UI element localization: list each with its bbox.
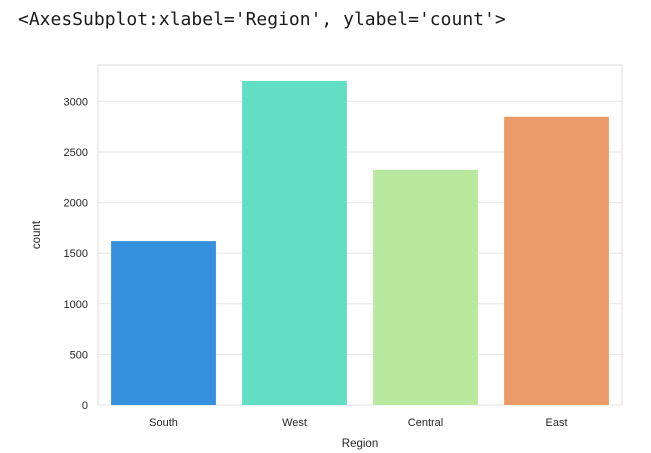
bars (111, 80, 609, 406)
bar-central (373, 169, 478, 405)
y-tick-label: 500 (70, 349, 88, 361)
bar-south (111, 241, 216, 405)
x-tick-label-south: South (149, 417, 178, 429)
bar-west (242, 80, 347, 405)
x-tick-labels: South West Central East (149, 417, 567, 429)
bar-east (504, 116, 609, 406)
y-tick-label: 2500 (64, 147, 88, 159)
y-tick-label: 3000 (64, 96, 88, 108)
y-tick-label: 1000 (64, 299, 88, 311)
x-tick-label-west: West (282, 417, 307, 429)
y-tick-label: 0 (82, 400, 88, 412)
y-tick-labels: 0 500 1000 1500 2000 2500 3000 (64, 96, 88, 412)
x-tick-label-east: East (545, 417, 567, 429)
x-tick-label-central: Central (408, 417, 443, 429)
output-repr-text: <AxesSubplot:xlabel='Region', ylabel='co… (18, 9, 506, 30)
y-axis-label: count (31, 220, 43, 249)
y-tick-label: 1500 (64, 248, 88, 260)
x-axis-label: Region (342, 438, 378, 450)
y-tick-label: 2000 (64, 198, 88, 210)
